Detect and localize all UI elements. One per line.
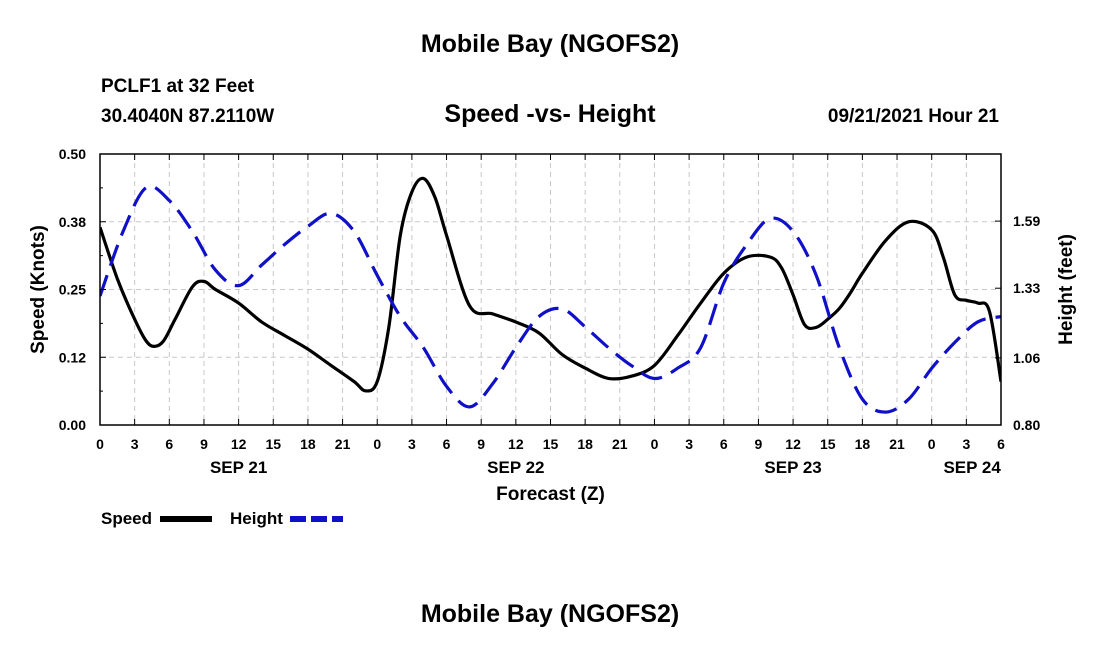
x-tick-label: 0 bbox=[651, 436, 659, 452]
legend: Speed Height bbox=[101, 509, 343, 528]
x-tick-label: 0 bbox=[928, 436, 936, 452]
x-tick-label: 12 bbox=[785, 436, 801, 452]
y-tick-label: 0.25 bbox=[59, 282, 86, 298]
day-label: SEP 23 bbox=[764, 458, 821, 477]
y2-tick-label: 0.80 bbox=[1013, 417, 1040, 433]
series-line-height bbox=[100, 184, 1001, 414]
x-tick-label: 6 bbox=[720, 436, 728, 452]
y-tick-label: 0.12 bbox=[59, 349, 86, 365]
x-tick-label: 21 bbox=[889, 436, 905, 452]
x-tick-label: 18 bbox=[855, 436, 871, 452]
y2-axis-title: Height (feet) bbox=[1056, 234, 1077, 345]
gridlines bbox=[100, 154, 1001, 425]
x-tick-label: 6 bbox=[165, 436, 173, 452]
legend-label-height: Height bbox=[230, 509, 283, 528]
x-tick-label: 6 bbox=[443, 436, 451, 452]
x-tick-label: 15 bbox=[265, 436, 281, 452]
station-coordinates: 30.4040N 87.2110W bbox=[101, 106, 275, 127]
x-tick-label: 3 bbox=[685, 436, 693, 452]
day-label: SEP 22 bbox=[487, 458, 544, 477]
x-tick-label: 12 bbox=[231, 436, 247, 452]
axis-labels: 0 3 6 9 12 15 18 21 0 3 6 9 12 15 18 21 0 3 6 9 12 15 18 21 0 3 60… bbox=[28, 146, 1077, 505]
station-label: PCLF1 at 32 Feet bbox=[101, 76, 255, 97]
x-tick-label: 0 bbox=[96, 436, 104, 452]
day-label: SEP 21 bbox=[210, 458, 267, 477]
x-tick-label: 6 bbox=[997, 436, 1005, 452]
forecast-datetime: 09/21/2021 Hour 21 bbox=[827, 106, 999, 127]
y-tick-label: 0.50 bbox=[59, 146, 86, 162]
chart-subtitle: Speed -vs- Height bbox=[444, 100, 656, 128]
y2-tick-label: 1.59 bbox=[1013, 213, 1040, 229]
x-tick-label: 9 bbox=[477, 436, 485, 452]
x-tick-label: 15 bbox=[820, 436, 836, 452]
x-axis-title: Forecast (Z) bbox=[496, 484, 605, 505]
x-tick-label: 12 bbox=[508, 436, 524, 452]
x-tick-label: 21 bbox=[612, 436, 628, 452]
chart-title: Mobile Bay (NGOFS2) bbox=[420, 30, 680, 58]
y2-tick-label: 1.06 bbox=[1013, 350, 1040, 366]
x-tick-label: 21 bbox=[335, 436, 351, 452]
y2-tick-label: 1.33 bbox=[1013, 280, 1040, 296]
footer-title: Mobile Bay (NGOFS2) bbox=[420, 600, 680, 628]
x-tick-label: 18 bbox=[577, 436, 593, 452]
axis-ticks bbox=[99, 153, 1002, 426]
series-layer bbox=[100, 176, 1001, 414]
x-tick-label: 3 bbox=[408, 436, 416, 452]
x-tick-label: 9 bbox=[755, 436, 763, 452]
x-tick-label: 3 bbox=[962, 436, 970, 452]
series-line-speed bbox=[100, 176, 1001, 393]
day-label: SEP 24 bbox=[943, 458, 1001, 477]
x-tick-label: 0 bbox=[373, 436, 381, 452]
legend-label-speed: Speed bbox=[101, 509, 152, 528]
y-axis-title: Speed (Knots) bbox=[28, 225, 49, 354]
x-tick-label: 15 bbox=[543, 436, 559, 452]
x-tick-label: 3 bbox=[131, 436, 139, 452]
y-tick-label: 0.00 bbox=[59, 417, 86, 433]
x-tick-label: 18 bbox=[300, 436, 316, 452]
y-tick-label: 0.38 bbox=[59, 214, 86, 230]
x-tick-label: 9 bbox=[200, 436, 208, 452]
